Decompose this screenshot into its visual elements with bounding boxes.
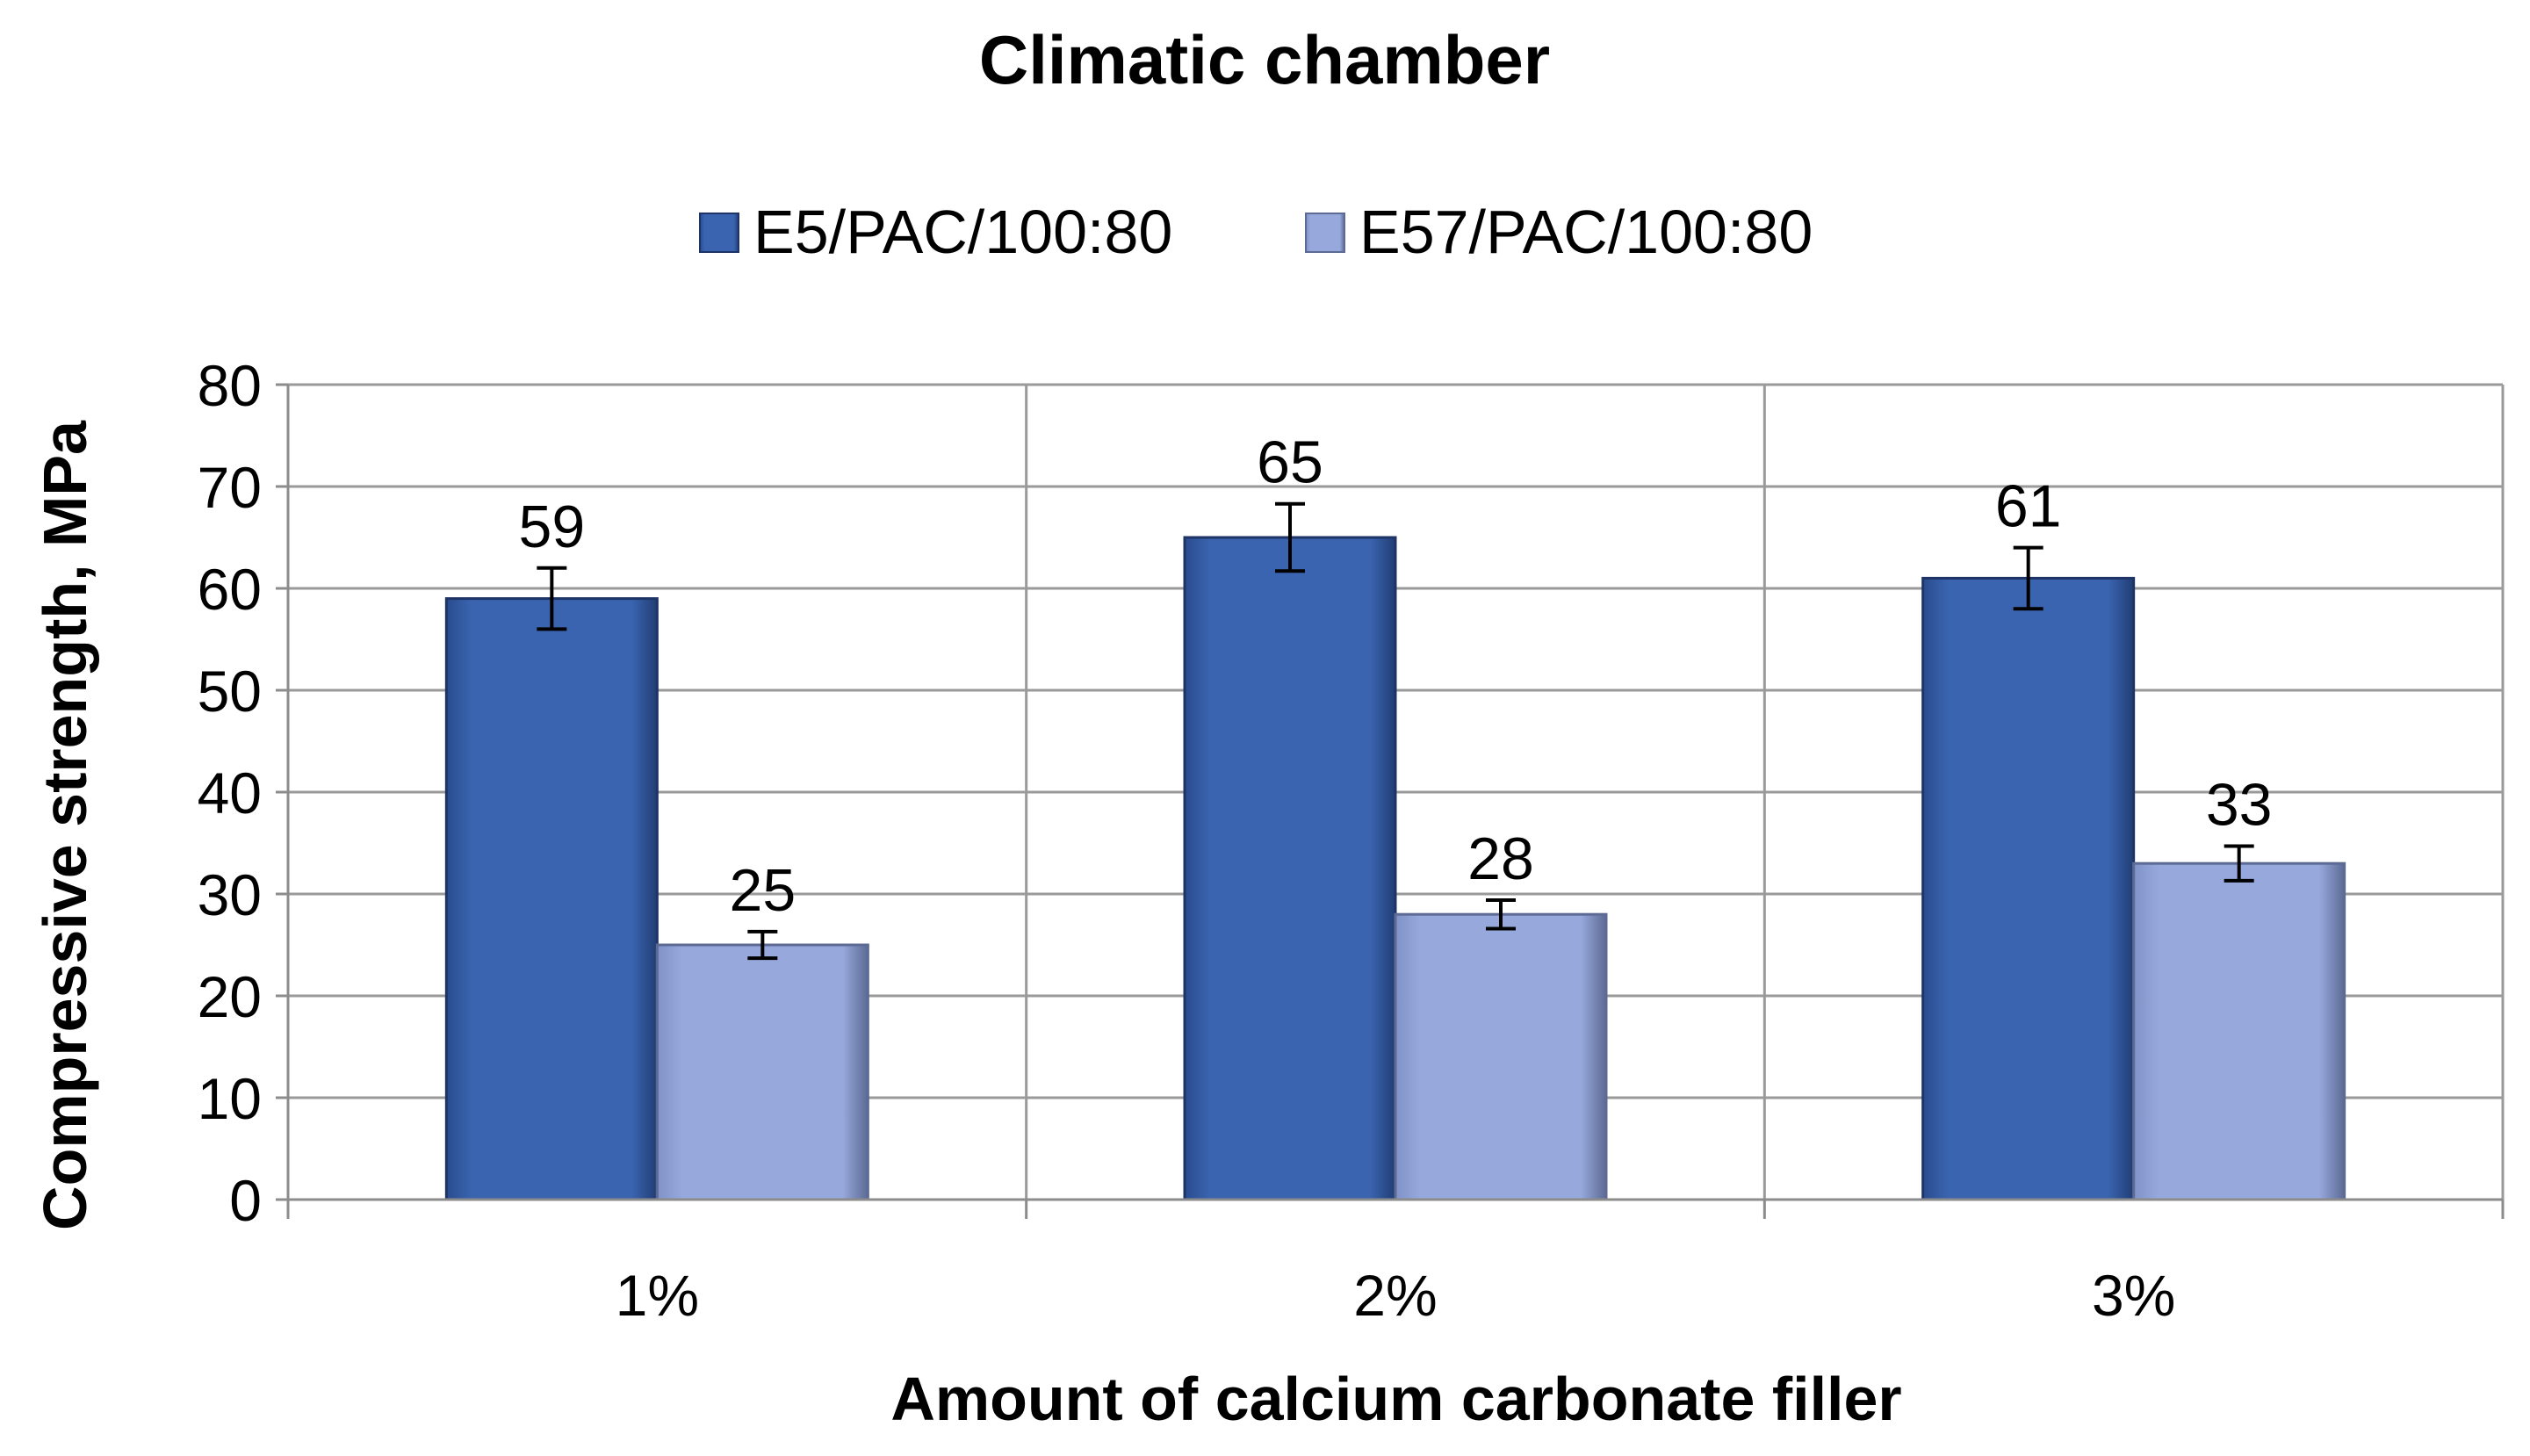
x-tick-label: 2%: [1353, 1263, 1437, 1328]
data-label: 28: [1467, 825, 1534, 892]
x-tick-label: 1%: [616, 1263, 699, 1328]
bar: [1394, 912, 1608, 1201]
x-tick-label: 3%: [2092, 1263, 2175, 1328]
chart-title: Climatic chamber: [979, 21, 1550, 98]
y-tick-label: 0: [229, 1168, 262, 1233]
legend-swatch-series-2: [1305, 213, 1345, 253]
legend: E5/PAC/100:80 E57/PAC/100:80: [699, 198, 1813, 266]
legend-label-series-1: E5/PAC/100:80: [753, 198, 1172, 266]
bar: [2132, 861, 2346, 1201]
data-label: 61: [1995, 473, 2062, 540]
bars: [444, 536, 2346, 1201]
x-axis-ticks: 1% 2% 3%: [616, 1263, 2176, 1328]
data-label: 25: [730, 857, 796, 924]
y-tick-label: 80: [198, 353, 262, 418]
legend-swatch-series-1: [699, 213, 739, 253]
bar: [444, 597, 659, 1201]
y-tick-label: 20: [198, 964, 262, 1029]
bar: [1921, 576, 2136, 1201]
y-axis-label: Compressive strength, MPa: [31, 420, 99, 1230]
data-label: 59: [519, 494, 586, 560]
y-tick-label: 60: [198, 557, 262, 622]
bar: [1183, 536, 1397, 1201]
y-tick-label: 30: [198, 862, 262, 927]
data-labels: 59 25 65 28 61 33: [519, 429, 2273, 924]
bar: [655, 943, 869, 1201]
x-axis-label: Amount of calcium carbonate filler: [890, 1365, 1901, 1433]
error-bars: [537, 501, 2254, 961]
legend-label-series-2: E57/PAC/100:80: [1359, 198, 1813, 266]
y-tick-label: 40: [198, 760, 262, 825]
data-label: 33: [2206, 771, 2273, 838]
y-axis-ticks: 0 10 20 30 40 50 60 70 80: [198, 353, 288, 1233]
y-tick-label: 50: [198, 659, 262, 724]
data-label: 65: [1257, 429, 1323, 496]
axes: [286, 385, 2505, 1219]
y-tick-label: 70: [198, 455, 262, 520]
y-tick-label: 10: [198, 1066, 262, 1131]
